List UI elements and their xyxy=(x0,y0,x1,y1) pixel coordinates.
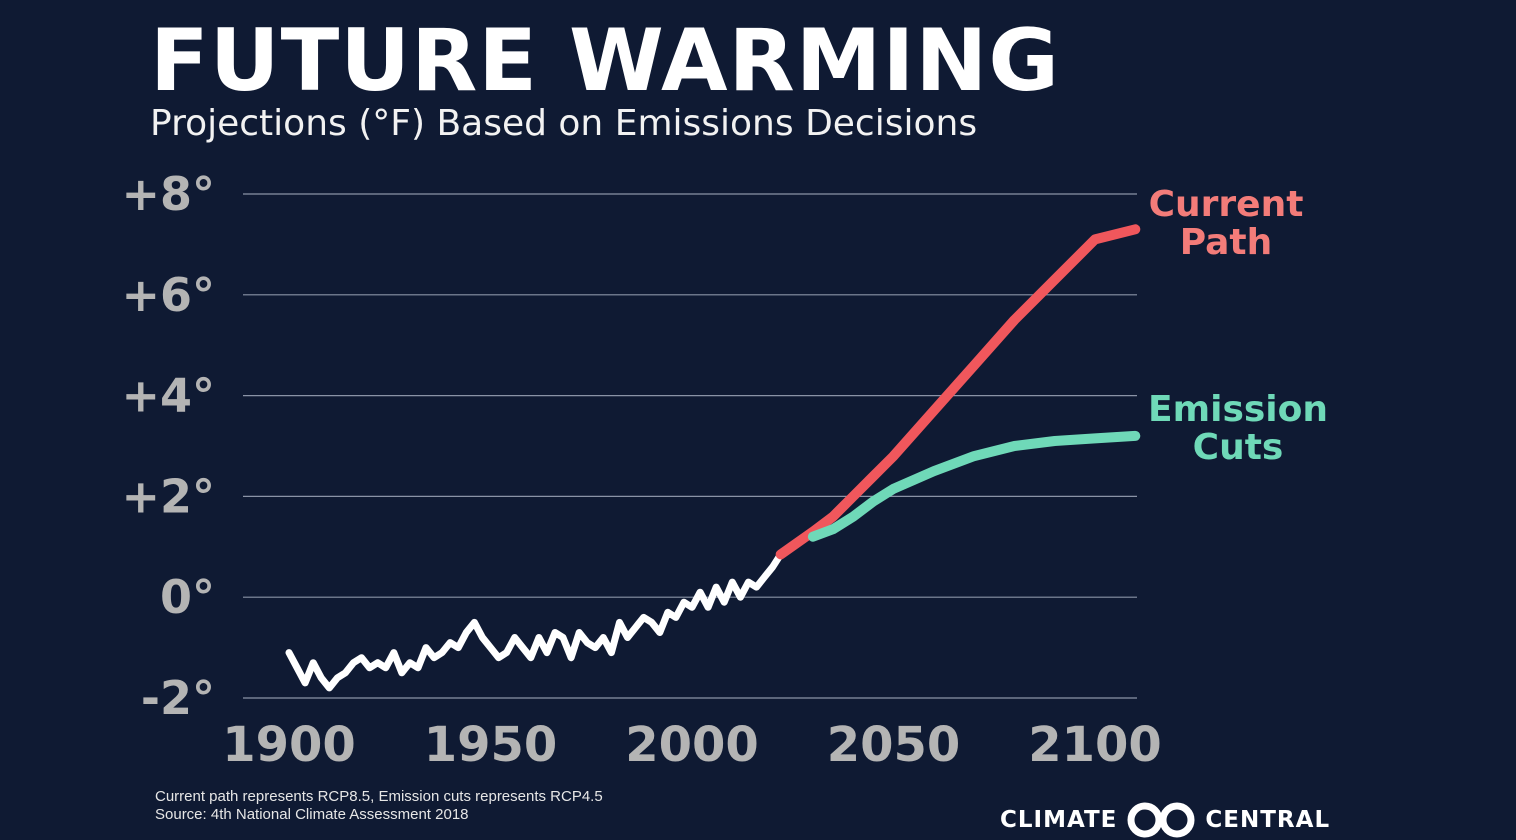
series-line-current-path xyxy=(775,224,1141,560)
y-tick-label: 0° xyxy=(160,570,215,624)
footnote-rcp: Current path represents RCP8.5, Emission… xyxy=(155,788,603,805)
y-tick-label: +8° xyxy=(121,167,215,221)
logo-text-right: CENTRAL xyxy=(1205,807,1331,833)
logo-text-left: CLIMATE xyxy=(1000,807,1118,833)
x-tick-label: 1950 xyxy=(424,717,558,773)
y-tick-label: +2° xyxy=(121,469,215,523)
legend-label-current-path: Current Path xyxy=(1149,184,1304,263)
x-tick-label: 2100 xyxy=(1028,717,1162,773)
y-tick-label: +4° xyxy=(121,369,215,423)
climate-central-logo: CLIMATE CENTRAL xyxy=(1000,800,1330,840)
x-tick-label: 2000 xyxy=(625,717,759,773)
y-tick-label: +6° xyxy=(121,268,215,322)
y-tick-label: -2° xyxy=(141,671,215,725)
legend-label-emission-cuts: Emission Cuts xyxy=(1148,389,1328,468)
x-tick-label: 2050 xyxy=(827,717,961,773)
linked-rings-icon xyxy=(1127,802,1195,838)
chart-subtitle: Projections (°F) Based on Emissions Deci… xyxy=(150,103,978,144)
chart-title: FUTURE WARMING xyxy=(150,11,1060,111)
series-line-emission-cuts xyxy=(807,430,1141,542)
x-tick-label: 1900 xyxy=(222,717,356,773)
series-line-historical xyxy=(285,550,785,692)
footnote-source: Source: 4th National Climate Assessment … xyxy=(155,806,469,823)
